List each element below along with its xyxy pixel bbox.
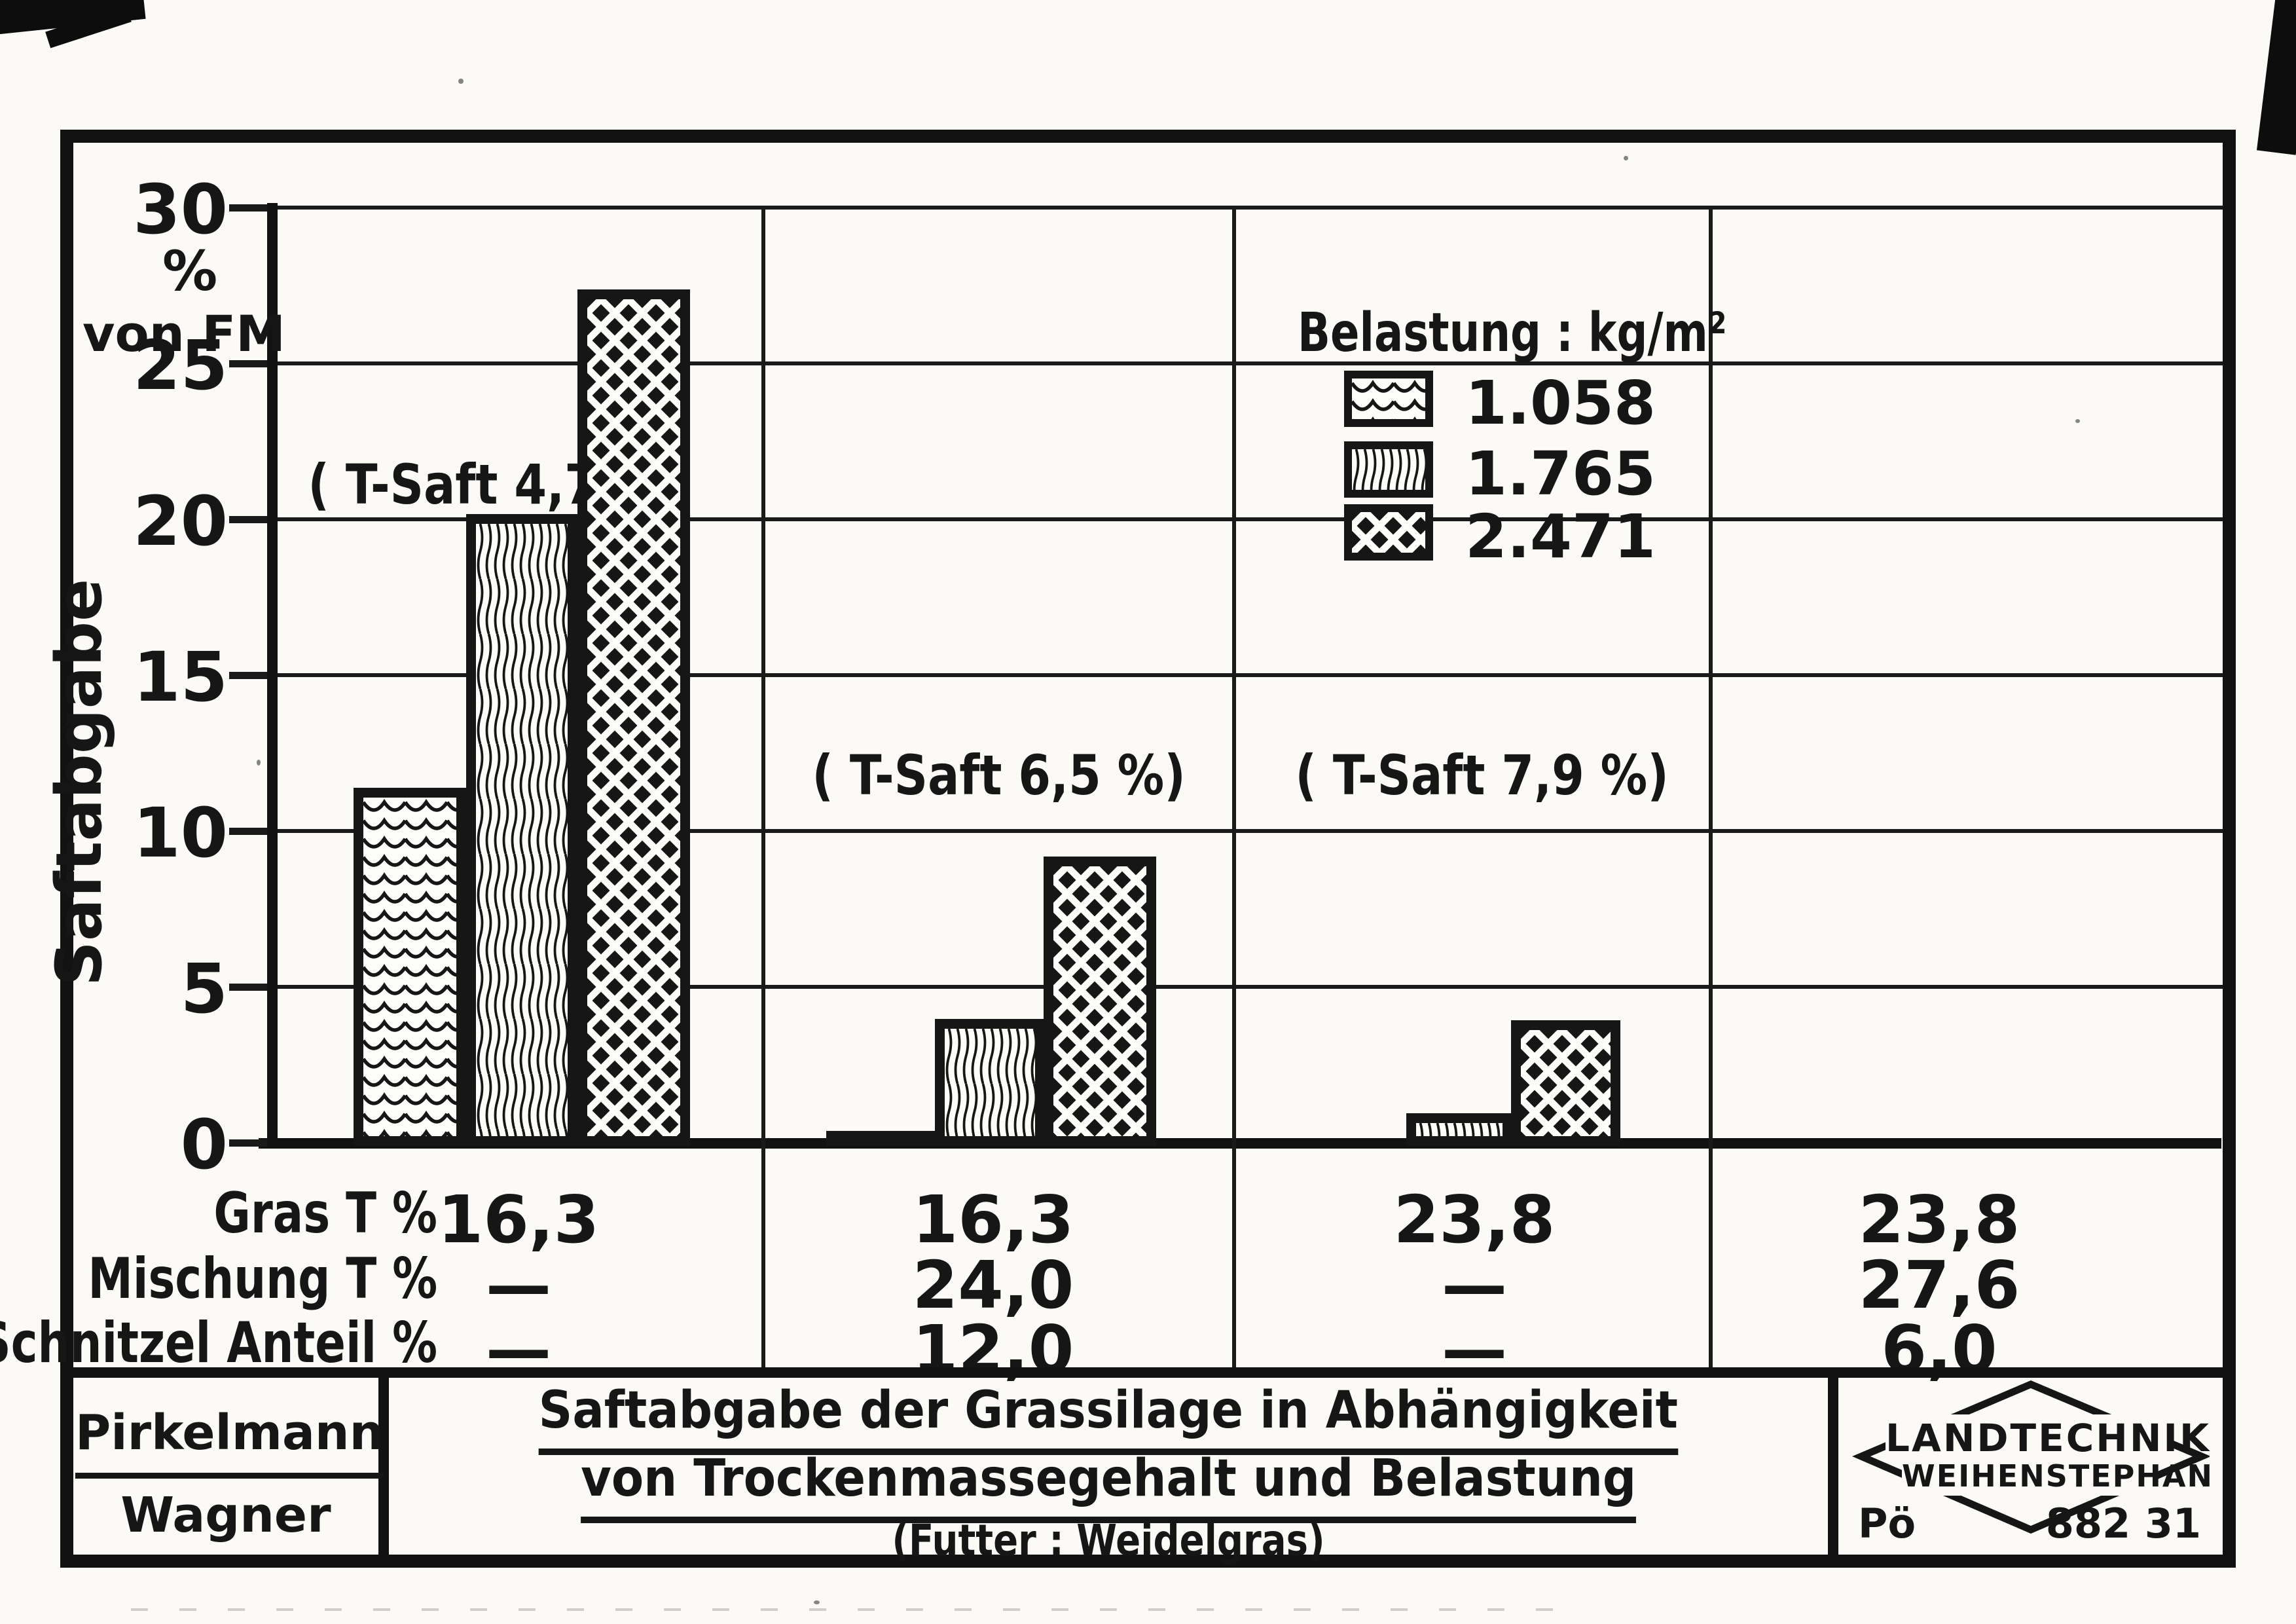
legend-swatch-1765	[1344, 441, 1433, 498]
gridline-5	[270, 985, 2223, 989]
table-row-label-schnitzel: Tr. Schnitzel Anteil %	[0, 1310, 437, 1376]
footer-author-1: Pirkelmann	[75, 1403, 384, 1479]
bar-group3-load2471	[1511, 1020, 1620, 1146]
table-cell: 23,8	[1858, 1181, 2020, 1258]
y-tick-label-30: 30	[133, 170, 228, 249]
scan-speck	[257, 760, 261, 766]
annotation-tsaft-2: ( T-Saft 6,5 %)	[812, 743, 1186, 807]
table-dash: —	[1442, 1247, 1507, 1323]
bar-group1-load2471	[577, 289, 690, 1146]
gridline-30	[270, 206, 2223, 210]
table-cell: 23,8	[1393, 1181, 1556, 1258]
outer-frame	[60, 130, 2236, 1568]
legend-swatch-1058	[1344, 371, 1433, 427]
bar-group2-load2471	[1044, 857, 1156, 1146]
y-axis-unit-vonfm: von FM	[82, 304, 285, 363]
y-tick	[229, 984, 267, 991]
table-cell: 16,3	[437, 1181, 600, 1258]
group-divider-3	[1709, 208, 1713, 1367]
annotation-tsaft-1: ( T-Saft 4,7 %)	[308, 452, 682, 517]
y-tick	[229, 516, 267, 523]
footer-divider	[73, 1367, 2223, 1378]
gridline-10	[270, 829, 2223, 833]
gridline-15	[270, 673, 2223, 677]
bar-group3-load1765	[1406, 1113, 1512, 1146]
logo-text-weihenstephan: WEIHENSTEPHAN	[1902, 1458, 2212, 1496]
scan-speck	[1624, 156, 1628, 160]
table-cell: 24,0	[912, 1247, 1074, 1323]
scan-speck	[458, 79, 464, 84]
y-tick	[229, 360, 267, 367]
y-tick-label-25: 25	[133, 325, 228, 405]
y-axis-unit-percent: %	[162, 239, 218, 303]
footer-sheet-number: 882 31	[2045, 1500, 2201, 1547]
scan-noise-line	[131, 1608, 1571, 1611]
legend-swatch-2471	[1344, 504, 1433, 561]
y-tick	[229, 828, 267, 835]
table-cell: 12,0	[912, 1311, 1074, 1388]
y-tick-label-10: 10	[133, 793, 228, 873]
annotation-tsaft-3: ( T-Saft 7,9 %)	[1295, 743, 1669, 807]
bar-group2-load1765	[935, 1019, 1045, 1146]
table-cell: 16,3	[912, 1181, 1074, 1258]
landtechnik-logo-diamond	[1852, 1380, 2210, 1534]
group-divider-2	[1232, 208, 1236, 1367]
logo-text-landtechnik: LANDTECHNIK	[1886, 1414, 2209, 1462]
table-dash: —	[486, 1311, 551, 1388]
y-tick	[229, 1139, 267, 1147]
y-axis-title: Saftabgabe	[43, 578, 116, 987]
table-dash: —	[486, 1247, 551, 1323]
scan-speck	[814, 1600, 820, 1604]
gridline-20	[270, 517, 2223, 521]
y-tick-label-0: 0	[180, 1105, 228, 1185]
legend-label-1058: 1.058	[1465, 368, 1656, 438]
y-tick-label-15: 15	[133, 637, 228, 717]
group-divider-1	[761, 208, 765, 1367]
x-axis-baseline	[259, 1138, 2221, 1149]
sheet-title-line1: Saftabgabe der Grassilage in Abhängigkei…	[389, 1379, 1828, 1455]
footer-author-2: Wagner	[120, 1487, 331, 1543]
footer-vline-right	[1828, 1372, 1838, 1555]
legend-title: Belastung : kg/m²	[1298, 302, 1727, 364]
scan-speck	[2075, 419, 2080, 423]
bar-group1-load1765	[466, 514, 577, 1146]
scan-artifact	[2256, 0, 2296, 155]
bar-group1-load1058	[354, 788, 466, 1146]
y-tick-label-20: 20	[133, 481, 228, 561]
table-row-label-mischung: Mischung T %	[88, 1246, 437, 1312]
gridline-25	[270, 361, 2223, 365]
y-tick	[229, 672, 267, 679]
table-row-label-gras: Gras T %	[213, 1181, 437, 1246]
legend-label-2471: 2.471	[1465, 502, 1656, 572]
legend-label-1765: 1.765	[1465, 439, 1656, 509]
table-cell: 27,6	[1858, 1247, 2020, 1323]
footer-vline-left	[378, 1372, 389, 1555]
footer-initials: Pö	[1858, 1500, 1916, 1547]
y-tick-label-5: 5	[180, 949, 228, 1029]
bar-group2-load1058	[826, 1131, 939, 1146]
y-axis-line	[267, 203, 278, 1149]
y-tick	[229, 204, 267, 212]
sheet-subtitle: (Futter : Weidelgras)	[892, 1515, 1325, 1566]
table-dash: —	[1442, 1311, 1507, 1388]
sheet-title-line2: von Trockenmassegehalt und Belastung	[389, 1447, 1828, 1523]
